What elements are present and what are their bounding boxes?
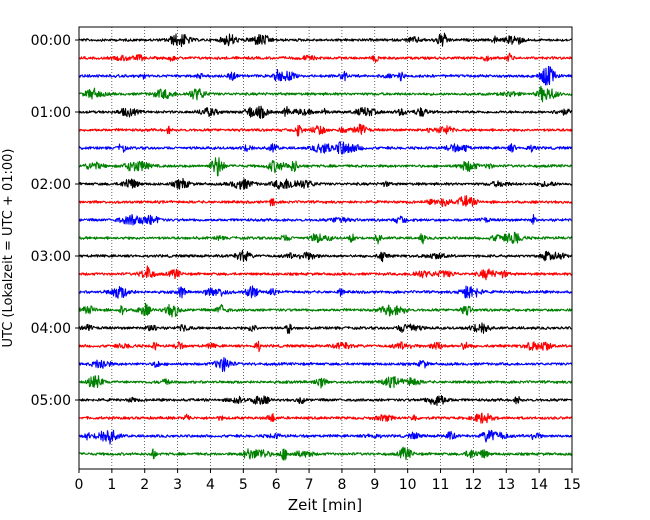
x-tick-label-1: 1 [107, 477, 116, 493]
y-tick-label-01:00: 01:00 [31, 105, 71, 121]
trace-03:45 [78, 302, 573, 318]
trace-01:00 [78, 105, 573, 119]
x-tick-label-7: 7 [305, 477, 314, 493]
trace-05:45 [78, 446, 573, 461]
x-tick-label-13: 13 [497, 477, 515, 493]
trace-04:00 [78, 322, 573, 335]
trace-01:15 [78, 123, 573, 137]
trace-03:30 [78, 285, 573, 299]
x-tick-label-12: 12 [464, 477, 482, 493]
trace-05:15 [78, 412, 573, 424]
plot-frame [78, 26, 573, 470]
trace-00:45 [78, 85, 573, 103]
trace-05:00 [78, 394, 573, 407]
x-tick-label-3: 3 [173, 477, 182, 493]
trace-04:15 [78, 340, 573, 353]
y-axis-ticks: 00:00 01:00 02:00 03:00 04:00 05:00 [31, 33, 79, 409]
x-tick-label-8: 8 [337, 477, 346, 493]
x-tick-label-15: 15 [563, 477, 581, 493]
y-tick-label-03:00: 03:00 [31, 249, 71, 265]
y-tick-label-02:00: 02:00 [31, 177, 71, 193]
trace-02:30 [78, 213, 573, 226]
trace-00:30 [78, 65, 573, 86]
trace-00:15 [78, 52, 573, 63]
x-axis-ticks: 0 1 2 3 4 5 6 7 8 9 10 11 12 13 14 15 [75, 469, 581, 493]
x-tick-label-10: 10 [399, 477, 417, 493]
y-tick-label-05:00: 05:00 [31, 393, 71, 409]
x-axis-label: Zeit [min] [288, 496, 362, 514]
x-tick-label-5: 5 [239, 477, 248, 493]
x-tick-label-11: 11 [432, 477, 450, 493]
trace-01:30 [78, 141, 573, 155]
trace-02:45 [78, 231, 573, 245]
y-tick-label-00:00: 00:00 [31, 33, 71, 49]
seismic-traces [78, 32, 573, 461]
trace-02:15 [78, 195, 573, 208]
x-tick-label-9: 9 [370, 477, 379, 493]
x-tick-label-6: 6 [272, 477, 281, 493]
trace-03:00 [78, 249, 573, 263]
trace-01:45 [78, 157, 573, 177]
y-tick-label-04:00: 04:00 [31, 321, 71, 337]
y-axis-label: UTC (Lokalzeit = UTC + 01:00) [1, 149, 16, 348]
x-tick-label-4: 4 [206, 477, 215, 493]
trace-00:00 [78, 32, 573, 48]
trace-03:15 [78, 265, 573, 281]
x-tick-label-0: 0 [75, 477, 84, 493]
x-tick-label-14: 14 [530, 477, 548, 493]
trace-04:30 [78, 357, 573, 373]
trace-04:45 [78, 375, 573, 389]
x-tick-label-2: 2 [140, 477, 149, 493]
trace-05:30 [78, 429, 573, 445]
trace-02:00 [78, 177, 573, 190]
